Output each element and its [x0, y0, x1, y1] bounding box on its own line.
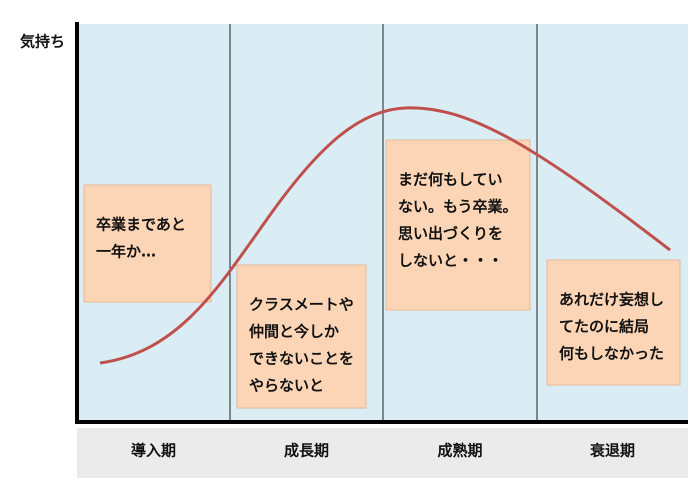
note-text: 一年か… [96, 243, 156, 261]
note-text: まだ何もしてい [398, 171, 503, 189]
note-box [546, 259, 681, 386]
note-text: やらないと [249, 377, 324, 395]
note-text: 卒業まであと [96, 216, 186, 234]
lifecycle-curve [99, 106, 671, 365]
note-box [83, 184, 212, 303]
phase-label: 成熟期 [437, 442, 482, 460]
note-text: クラスメートや [249, 296, 354, 314]
note-text: ない。もう卒業。 [398, 198, 518, 216]
y-axis-label: 気持ち [20, 33, 65, 51]
note-text: 仲間と今しか [249, 323, 339, 341]
note-text: あれだけ妄想し [559, 291, 664, 309]
phase-strip [77, 428, 688, 478]
note-text: できないことを [249, 350, 354, 368]
note-text: しないと・・・ [398, 252, 503, 270]
note-box [236, 264, 367, 409]
note-box [385, 139, 531, 311]
phase-label: 衰退期 [589, 442, 635, 460]
note-text: 何もしなかった [559, 345, 664, 363]
phase-label: 導入期 [131, 442, 176, 460]
note-text: 思い出づくりを [398, 225, 503, 243]
note-text: てたのに結局 [559, 318, 649, 336]
phase-label: 成長期 [284, 442, 329, 460]
